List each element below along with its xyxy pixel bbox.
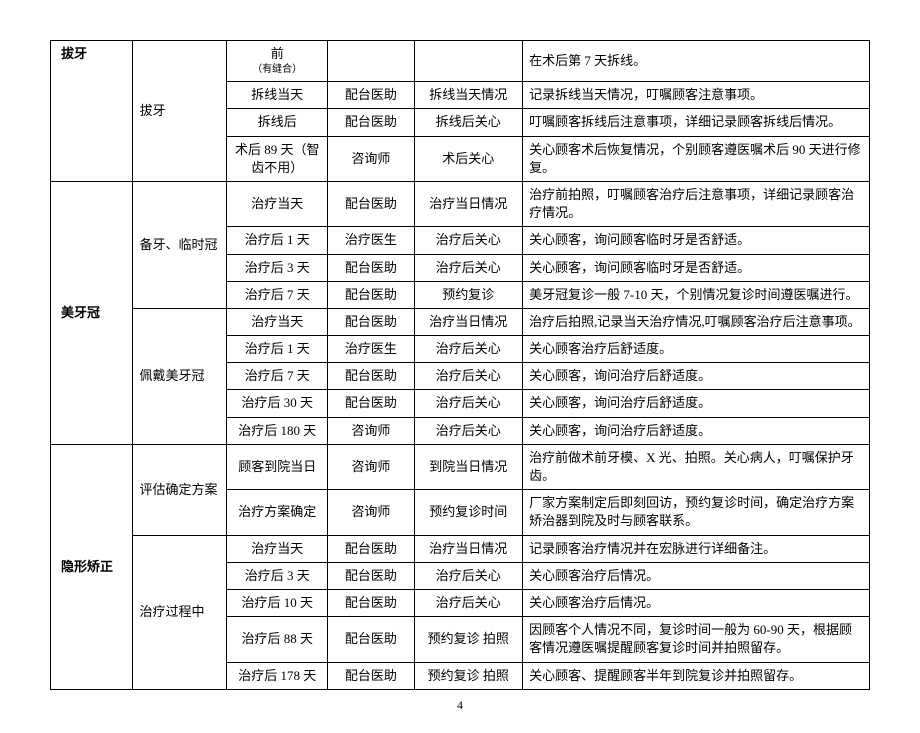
detail-cell: 在术后第 7 天拆线。 [523,41,870,82]
time-cell: 拆线后 [227,109,328,136]
detail-cell: 关心顾客治疗后情况。 [523,589,870,616]
role-cell: 咨询师 [328,490,414,535]
time-cell: 治疗后 3 天 [227,562,328,589]
table-row: 美牙冠备牙、临时冠治疗当天配台医助治疗当日情况治疗前拍照，叮嘱顾客治疗后注意事项… [51,181,870,226]
time-main: 前 [271,46,284,61]
topic-cell: 预约复诊 [414,281,523,308]
detail-cell: 因顾客个人情况不同，复诊时间一般为 60-90 天，根据顾客情况遵医嘱提醒顾客复… [523,617,870,662]
role-cell: 配台医助 [328,562,414,589]
time-cell: 治疗后 7 天 [227,363,328,390]
detail-cell: 关心顾客，询问治疗后舒适度。 [523,390,870,417]
role-cell: 配台医助 [328,254,414,281]
time-cell: 治疗后 1 天 [227,227,328,254]
detail-cell: 叮嘱顾客拆线后注意事项，详细记录顾客拆线后情况。 [523,109,870,136]
table-row: 佩戴美牙冠治疗当天配台医助治疗当日情况治疗后拍照,记录当天治疗情况,叮嘱顾客治疗… [51,308,870,335]
topic-cell: 拆线当天情况 [414,82,523,109]
role-cell: 配台医助 [328,390,414,417]
topic-cell [414,41,523,82]
topic-cell: 治疗后关心 [414,336,523,363]
role-cell: 咨询师 [328,417,414,444]
time-cell: 顾客到院当日 [227,444,328,489]
page-number: 4 [50,698,870,713]
time-cell: 治疗后 10 天 [227,589,328,616]
topic-cell: 治疗后关心 [414,254,523,281]
subcategory-cell: 治疗过程中 [133,535,227,689]
table-row: 拔牙拔牙前（有缝合）在术后第 7 天拆线。 [51,41,870,82]
role-cell: 配台医助 [328,281,414,308]
time-cell: 治疗后 30 天 [227,390,328,417]
detail-cell: 关心顾客治疗后情况。 [523,562,870,589]
detail-cell: 关心顾客，询问顾客临时牙是否舒适。 [523,227,870,254]
time-cell: 拆线当天 [227,82,328,109]
role-cell: 咨询师 [328,444,414,489]
time-sub: （有缝合） [233,63,321,77]
detail-cell: 记录顾客治疗情况并在宏脉进行详细备注。 [523,535,870,562]
detail-cell: 治疗前做术前牙模、X 光、拍照。关心病人，叮嘱保护牙齿。 [523,444,870,489]
table-row: 治疗过程中治疗当天配台医助治疗当日情况记录顾客治疗情况并在宏脉进行详细备注。 [51,535,870,562]
role-cell [328,41,414,82]
time-cell: 治疗当天 [227,181,328,226]
time-cell: 治疗当天 [227,535,328,562]
time-cell: 治疗后 7 天 [227,281,328,308]
time-cell: 治疗方案确定 [227,490,328,535]
role-cell: 配台医助 [328,535,414,562]
role-cell: 咨询师 [328,136,414,181]
detail-cell: 治疗前拍照，叮嘱顾客治疗后注意事项，详细记录顾客治疗情况。 [523,181,870,226]
role-cell: 治疗医生 [328,336,414,363]
category-cell: 美牙冠 [51,181,133,444]
time-cell: 术后 89 天（智齿不用） [227,136,328,181]
topic-cell: 治疗后关心 [414,562,523,589]
category-cell: 拔牙 [51,41,133,182]
role-cell: 配台医助 [328,308,414,335]
detail-cell: 关心顾客，询问治疗后舒适度。 [523,417,870,444]
detail-cell: 关心顾客术后恢复情况，个别顾客遵医嘱术后 90 天进行修复。 [523,136,870,181]
topic-cell: 预约复诊时间 [414,490,523,535]
detail-cell: 关心顾客、提醒顾客半年到院复诊并拍照留存。 [523,662,870,689]
subcategory-cell: 评估确定方案 [133,444,227,535]
topic-cell: 治疗后关心 [414,363,523,390]
detail-cell: 美牙冠复诊一般 7-10 天，个别情况复诊时间遵医嘱进行。 [523,281,870,308]
time-cell: 治疗后 178 天 [227,662,328,689]
detail-cell: 关心顾客，询问顾客临时牙是否舒适。 [523,254,870,281]
role-cell: 配台医助 [328,617,414,662]
time-cell: 治疗后 180 天 [227,417,328,444]
subcategory-cell: 拔牙 [133,41,227,182]
subcategory-cell: 佩戴美牙冠 [133,308,227,444]
topic-cell: 预约复诊 拍照 [414,662,523,689]
role-cell: 治疗医生 [328,227,414,254]
topic-cell: 治疗后关心 [414,589,523,616]
role-cell: 配台医助 [328,363,414,390]
time-cell: 前 （有缝合） [227,41,328,82]
topic-cell: 治疗后关心 [414,417,523,444]
topic-cell: 治疗后关心 [414,227,523,254]
time-cell: 治疗后 3 天 [227,254,328,281]
role-cell: 配台医助 [328,109,414,136]
role-cell: 配台医助 [328,662,414,689]
table-row: 隐形矫正评估确定方案顾客到院当日咨询师到院当日情况治疗前做术前牙模、X 光、拍照… [51,444,870,489]
topic-cell: 预约复诊 拍照 [414,617,523,662]
topic-cell: 治疗后关心 [414,390,523,417]
category-cell: 隐形矫正 [51,444,133,689]
topic-cell: 治疗当日情况 [414,535,523,562]
topic-cell: 治疗当日情况 [414,308,523,335]
detail-cell: 厂家方案制定后即刻回访，预约复诊时间，确定治疗方案矫治器到院及时与顾客联系。 [523,490,870,535]
role-cell: 配台医助 [328,82,414,109]
time-cell: 治疗当天 [227,308,328,335]
detail-cell: 关心顾客，询问治疗后舒适度。 [523,363,870,390]
detail-cell: 记录拆线当天情况，叮嘱顾客注意事项。 [523,82,870,109]
topic-cell: 拆线后关心 [414,109,523,136]
role-cell: 配台医助 [328,181,414,226]
topic-cell: 到院当日情况 [414,444,523,489]
time-cell: 治疗后 88 天 [227,617,328,662]
subcategory-cell: 备牙、临时冠 [133,181,227,308]
detail-cell: 关心顾客治疗后舒适度。 [523,336,870,363]
time-cell: 治疗后 1 天 [227,336,328,363]
role-cell: 配台医助 [328,589,414,616]
topic-cell: 术后关心 [414,136,523,181]
treatment-followup-table: 拔牙拔牙前（有缝合）在术后第 7 天拆线。拆线当天配台医助拆线当天情况记录拆线当… [50,40,870,690]
detail-cell: 治疗后拍照,记录当天治疗情况,叮嘱顾客治疗后注意事项。 [523,308,870,335]
topic-cell: 治疗当日情况 [414,181,523,226]
